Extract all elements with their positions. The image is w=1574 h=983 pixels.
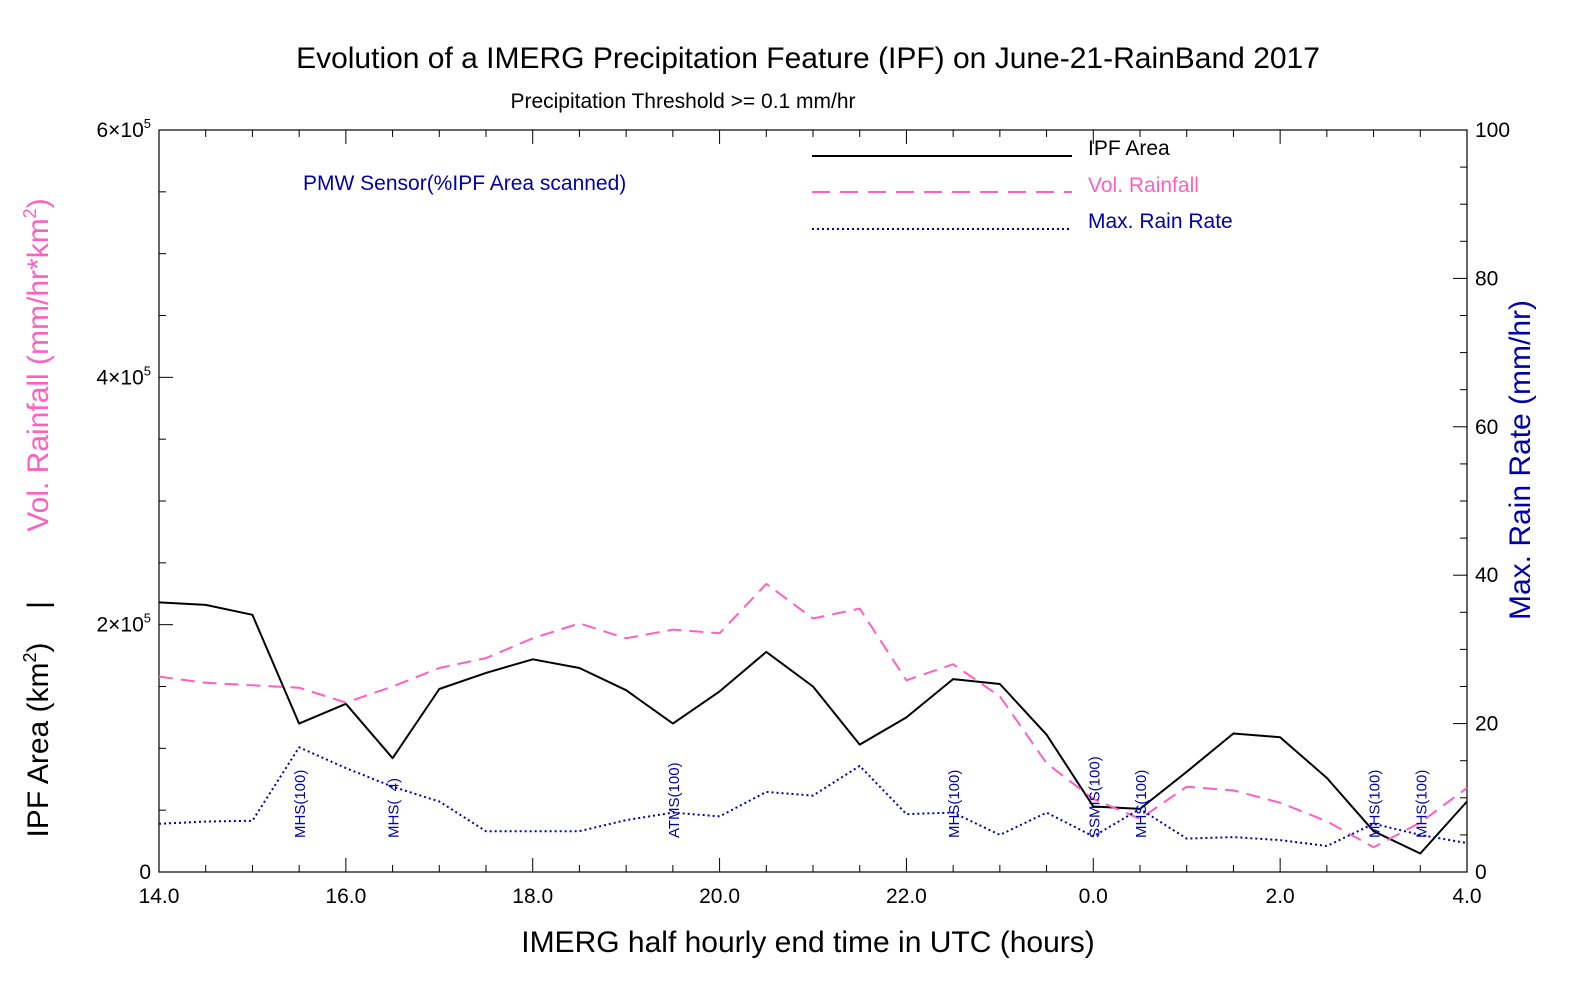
x-tick-label: 18.0 xyxy=(512,885,553,908)
axis-ticks xyxy=(158,129,1468,873)
x-tick-label: 20.0 xyxy=(699,885,740,908)
plot-frame xyxy=(158,129,1468,873)
sensor-annotation: SSMIS(100) xyxy=(1086,756,1103,838)
sensor-annotation: MHS( 4) xyxy=(386,778,403,838)
y-right-tick-label: 40 xyxy=(1475,564,1498,587)
pmw-sensor-label: PMW Sensor(%IPF Area scanned) xyxy=(303,172,626,195)
legend-label-max-rain-rate: Max. Rain Rate xyxy=(1088,210,1233,233)
sensor-annotation: MHS(100) xyxy=(1413,770,1430,838)
series-line-vol-rainfall xyxy=(158,582,1468,849)
x-axis-label: IMERG half hourly end time in UTC (hours… xyxy=(521,926,1095,959)
sensor-annotation: ATMS(100) xyxy=(666,762,683,838)
legend: IPF Area Vol. Rainfall Max. Rain Rate xyxy=(812,137,1233,233)
axis-tick-labels: 14.0 16.0 18.0 20.0 22.0 0.0 2.0 4.002×1054×105… xyxy=(96,116,1510,908)
x-tick-label: 4.0 xyxy=(1452,885,1481,908)
sensor-annotation: MHS(100) xyxy=(1133,770,1150,838)
sensor-annotation: MHS(100) xyxy=(1367,770,1384,838)
y-right-tick-label: 60 xyxy=(1475,416,1498,439)
series-line-ipf-area xyxy=(158,601,1468,855)
y-left-tick-label: 2×105 xyxy=(96,611,151,637)
sensor-annotation: MHS(100) xyxy=(946,770,963,838)
y-left-tick-label: 4×105 xyxy=(96,363,151,389)
x-tick-label: 2.0 xyxy=(1266,885,1295,908)
x-tick-label: 14.0 xyxy=(139,885,180,908)
x-tick-label: 0.0 xyxy=(1079,885,1108,908)
y-left-label-separator: | xyxy=(22,601,55,609)
x-tick-label: 22.0 xyxy=(886,885,927,908)
y-left-label-ipf-area: IPF Area (km2) xyxy=(20,642,55,837)
series-lines xyxy=(158,582,1468,855)
y-right-tick-label: 80 xyxy=(1475,267,1498,290)
x-tick-label: 16.0 xyxy=(325,885,366,908)
legend-label-ipf-area: IPF Area xyxy=(1088,137,1170,160)
y-right-label: Max. Rain Rate (mm/hr) xyxy=(1504,300,1537,620)
y-left-tick-label: 6×105 xyxy=(96,116,151,142)
sensor-annotation: MHS(100) xyxy=(292,770,309,838)
chart-title: Evolution of a IMERG Precipitation Featu… xyxy=(296,42,1320,75)
y-right-tick-label: 0 xyxy=(1475,861,1487,884)
y-left-tick-label: 0 xyxy=(139,861,151,884)
y-right-tick-label: 20 xyxy=(1475,713,1498,736)
series-line-max-rain-rate xyxy=(158,746,1468,847)
y-left-label-vol-rainfall: Vol. Rainfall (mm/hr*km2) xyxy=(20,198,55,531)
legend-label-vol-rainfall: Vol. Rainfall xyxy=(1088,174,1199,197)
sensor-annotations: MHS(100) MHS( 4) ATMS(100) MHS(100) SSMIS(10… xyxy=(292,756,1430,838)
chart-subtitle: Precipitation Threshold >= 0.1 mm/hr xyxy=(510,90,855,113)
y-right-tick-label: 100 xyxy=(1475,119,1510,142)
